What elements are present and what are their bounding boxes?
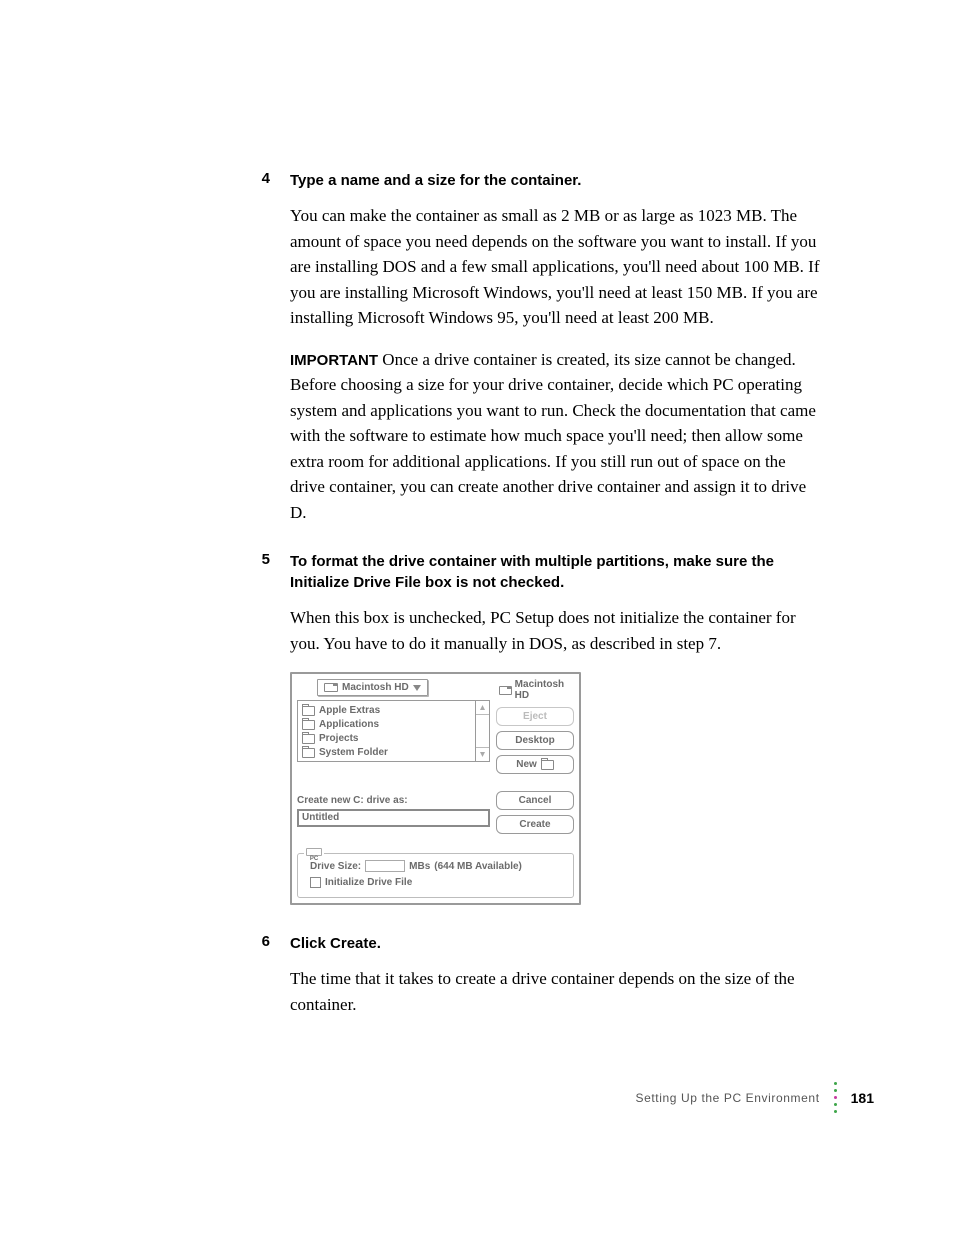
cancel-button[interactable]: Cancel xyxy=(496,791,574,810)
filename-field[interactable]: Untitled xyxy=(297,809,490,827)
drive-options-group: PC Drive Size: MBs (644 MB Available) In… xyxy=(297,853,574,898)
list-item-label: Apple Extras xyxy=(319,704,380,718)
step-4-paragraph-1: You can make the container as small as 2… xyxy=(290,203,820,331)
drive-size-label: Drive Size: xyxy=(310,861,361,872)
drive-size-available: (644 MB Available) xyxy=(434,861,522,872)
step-6-heading: Click Create. xyxy=(290,933,820,954)
list-item-label: Applications xyxy=(319,718,379,732)
scroll-up-icon[interactable] xyxy=(476,701,489,715)
step-6-number: 6 xyxy=(0,933,290,1033)
step-6-paragraph: The time that it takes to create a drive… xyxy=(290,966,820,1017)
initialize-checkbox[interactable] xyxy=(310,877,321,888)
folder-icon xyxy=(302,706,315,716)
folder-icon xyxy=(302,748,315,758)
step-5-row: 5 To format the drive container with mul… xyxy=(0,551,954,915)
step-4-paragraph-important: IMPORTANT Once a drive container is crea… xyxy=(290,347,820,526)
dot xyxy=(834,1110,837,1113)
list-item[interactable]: Apple Extras xyxy=(302,704,471,718)
volume-popup[interactable]: Macintosh HD xyxy=(317,679,428,696)
step-4-heading: Type a name and a size for the container… xyxy=(290,170,820,191)
page-number: 181 xyxy=(851,1090,874,1106)
dialog-figure: Macintosh HD Apple Extras Applications P… xyxy=(290,672,820,905)
scroll-down-icon[interactable] xyxy=(476,747,489,761)
step-5-heading: To format the drive container with multi… xyxy=(290,551,820,593)
step-4-row: 4 Type a name and a size for the contain… xyxy=(0,170,954,541)
dot xyxy=(834,1103,837,1106)
volume-popup-label: Macintosh HD xyxy=(342,682,409,693)
drive-size-units: MBs xyxy=(409,861,430,872)
create-as-label: Create new C: drive as: xyxy=(297,795,490,806)
desktop-button[interactable]: Desktop xyxy=(496,731,574,750)
initialize-label: Initialize Drive File xyxy=(325,877,412,888)
pc-chip-label: PC xyxy=(310,856,318,862)
disk-icon xyxy=(324,683,338,692)
file-list-box: Apple Extras Applications Projects Syste… xyxy=(297,700,490,762)
eject-button: Eject xyxy=(496,707,574,726)
pc-chip-icon: PC xyxy=(304,848,324,862)
scrollbar[interactable] xyxy=(475,701,489,761)
dot xyxy=(834,1082,837,1085)
list-item-label: Projects xyxy=(319,732,358,746)
list-item[interactable]: Projects xyxy=(302,732,471,746)
footer-chapter-title: Setting Up the PC Environment xyxy=(635,1091,819,1105)
list-item[interactable]: System Folder xyxy=(302,746,471,760)
folder-icon xyxy=(541,760,554,770)
page: 4 Type a name and a size for the contain… xyxy=(0,0,954,1235)
new-folder-button[interactable]: New xyxy=(496,755,574,774)
footer-dots-icon xyxy=(834,1082,837,1113)
step-6-row: 6 Click Create. The time that it takes t… xyxy=(0,933,954,1033)
chevron-down-icon xyxy=(413,685,421,691)
create-button[interactable]: Create xyxy=(496,815,574,834)
current-volume: Macintosh HD xyxy=(496,679,574,701)
new-button-label: New xyxy=(516,759,537,770)
step-5-number: 5 xyxy=(0,551,290,915)
current-volume-label: Macintosh HD xyxy=(515,679,574,701)
create-drive-dialog: Macintosh HD Apple Extras Applications P… xyxy=(290,672,581,905)
step-5-paragraph: When this box is unchecked, PC Setup doe… xyxy=(290,605,820,656)
dot xyxy=(834,1096,837,1099)
dot xyxy=(834,1089,837,1092)
file-list[interactable]: Apple Extras Applications Projects Syste… xyxy=(298,701,475,761)
list-item-label: System Folder xyxy=(319,746,388,760)
folder-icon xyxy=(302,734,315,744)
drive-size-field[interactable] xyxy=(365,860,405,872)
folder-icon xyxy=(302,720,315,730)
list-item[interactable]: Applications xyxy=(302,718,471,732)
step-4-number: 4 xyxy=(0,170,290,541)
disk-icon xyxy=(499,686,512,695)
important-body: Once a drive container is created, its s… xyxy=(290,350,816,522)
page-footer: Setting Up the PC Environment 181 xyxy=(635,1082,874,1113)
important-label: IMPORTANT xyxy=(290,352,378,369)
